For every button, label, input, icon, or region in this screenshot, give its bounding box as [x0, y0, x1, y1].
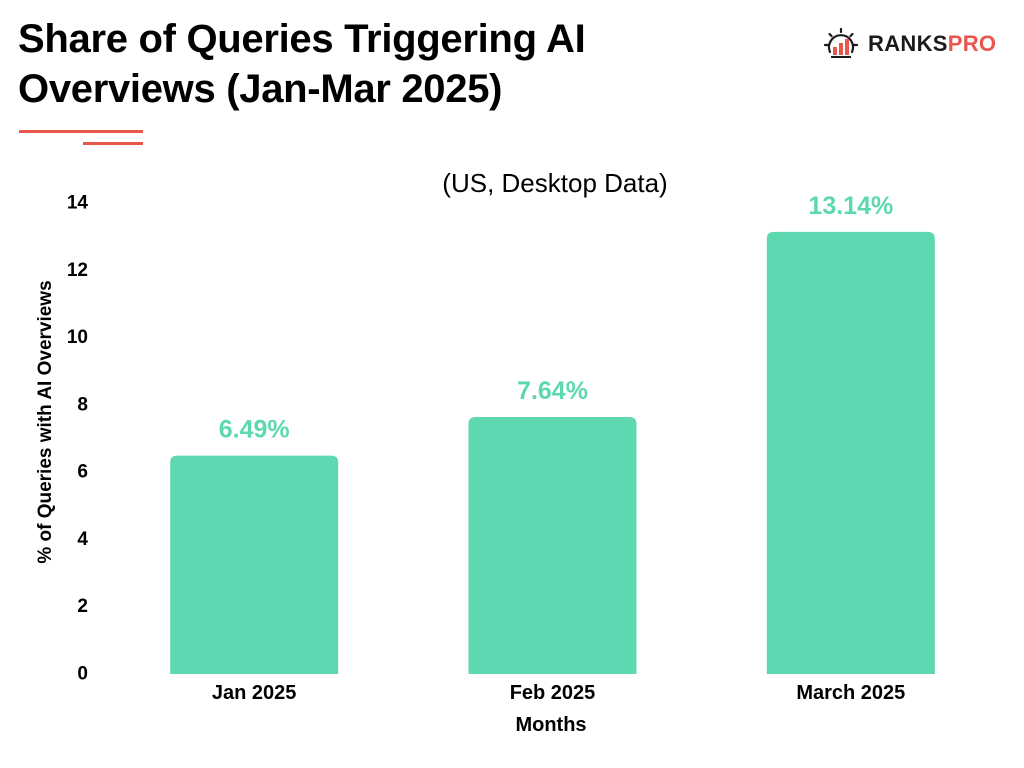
title-underline-bottom [83, 142, 143, 145]
y-tick-label: 8 [77, 394, 88, 415]
brand-name: RANKSPRO [868, 31, 996, 57]
brand-logo: RANKSPRO [824, 28, 996, 60]
chart-title: Share of Queries Triggering AI Overviews… [18, 17, 586, 111]
brand-name-accent: PRO [947, 31, 997, 56]
x-tick-label: March 2025 [796, 682, 905, 704]
y-tick-label: 0 [77, 664, 88, 685]
data-label: 7.64% [517, 377, 588, 405]
x-axis-title: Months [515, 714, 587, 736]
gear-bar-chart-icon [824, 28, 858, 58]
y-tick-label: 6 [77, 462, 88, 483]
bar [170, 455, 339, 674]
y-tick-label: 10 [67, 327, 88, 348]
data-label: 6.49% [219, 416, 290, 444]
y-tick-label: 4 [77, 529, 88, 550]
title-underline-top [19, 130, 143, 133]
bar [468, 416, 637, 674]
y-axis-title: % of Queries with AI Overviews [35, 280, 56, 564]
bar [766, 231, 935, 674]
chart-subtitle: (US, Desktop Data) [442, 168, 668, 198]
x-tick-label: Feb 2025 [510, 682, 596, 704]
y-tick-label: 2 [77, 596, 88, 617]
brand-name-primary: RANKS [868, 31, 948, 56]
x-tick-label: Jan 2025 [212, 682, 297, 704]
y-tick-label: 12 [67, 260, 88, 281]
data-label: 13.14% [808, 192, 893, 220]
y-tick-label: 14 [67, 193, 89, 214]
